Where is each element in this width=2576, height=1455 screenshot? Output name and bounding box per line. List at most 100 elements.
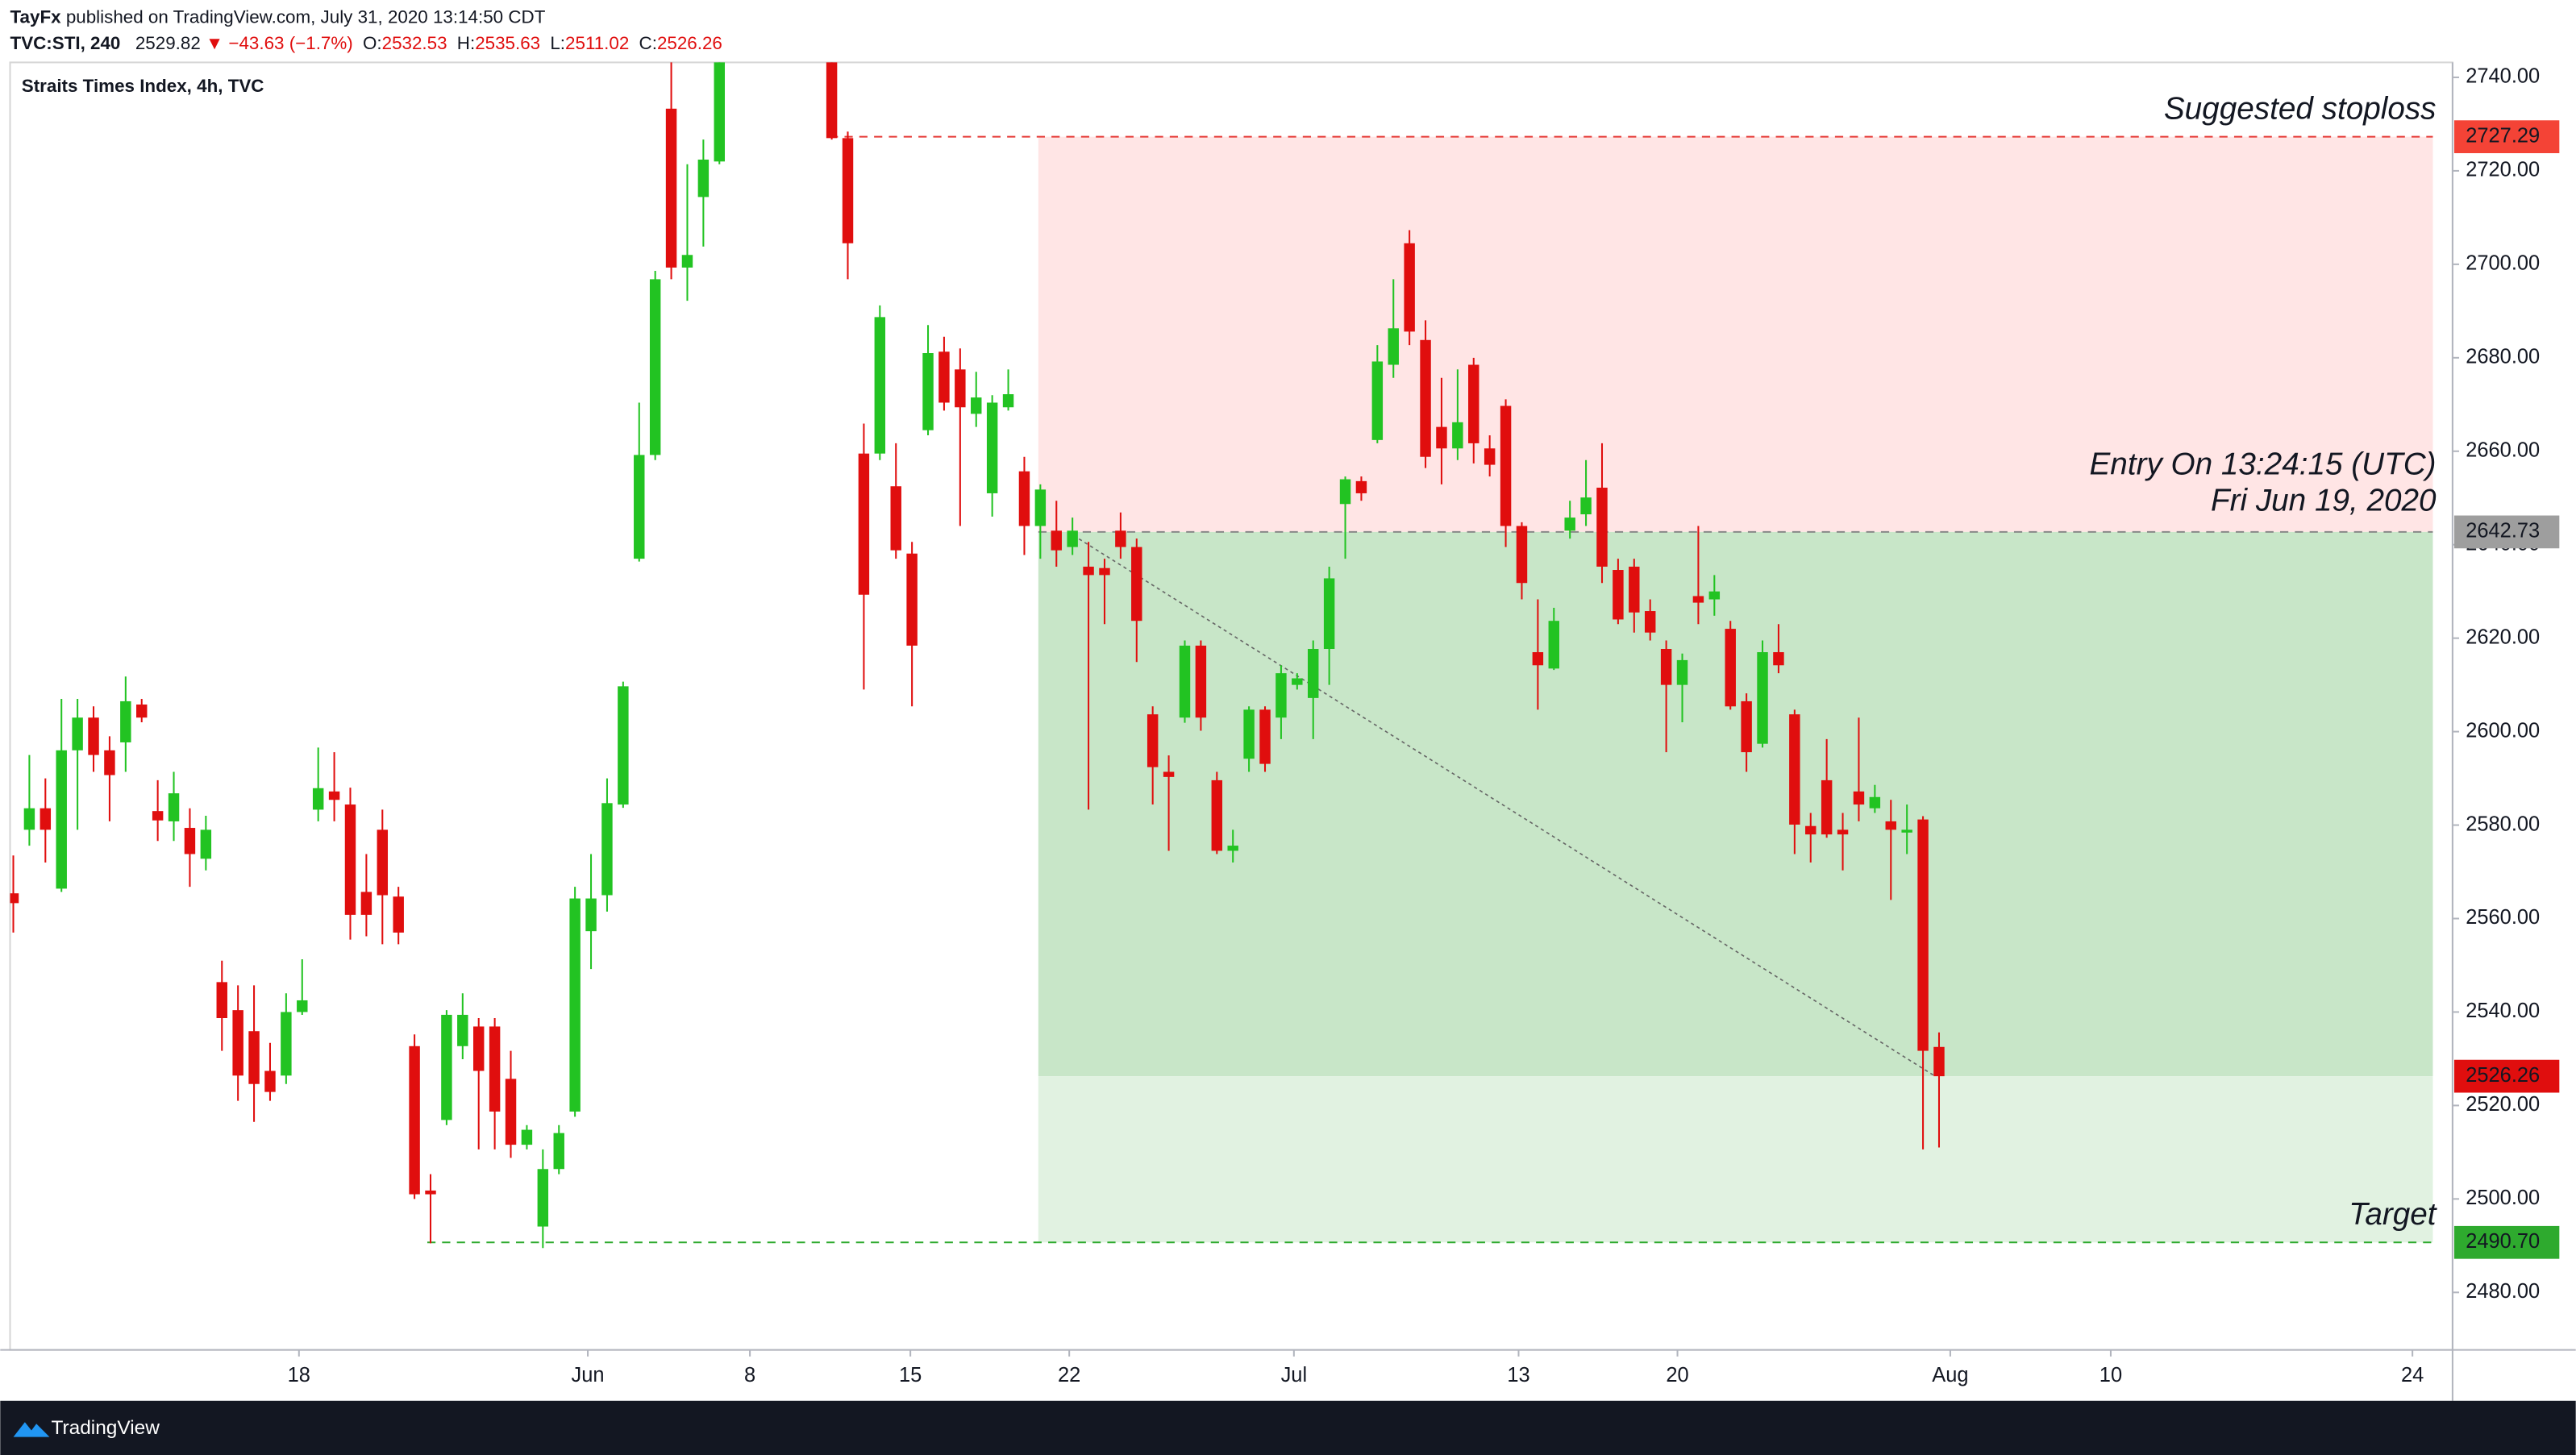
x-tick-label: Jul xyxy=(1281,1364,1308,1386)
candle-body xyxy=(1757,652,1768,744)
candle-body xyxy=(1099,567,1110,576)
candle-body xyxy=(184,828,196,854)
chart-title: Straits Times Index, 4h, TVC xyxy=(22,76,264,96)
candle-body xyxy=(1034,489,1047,526)
stoploss-tag xyxy=(2453,120,2560,154)
last-price-tag xyxy=(2453,1059,2560,1093)
candle-body xyxy=(1644,611,1656,633)
target-zone xyxy=(1038,1076,2433,1243)
candle-body xyxy=(1436,426,1447,449)
candle-body xyxy=(328,791,340,800)
brand: TradingView xyxy=(51,1417,160,1439)
quote-key: O: xyxy=(363,33,382,53)
candle-body xyxy=(890,486,901,551)
candle-body xyxy=(1901,829,1912,833)
candle-body xyxy=(168,793,180,821)
candle-body xyxy=(441,1014,452,1120)
candle-body xyxy=(585,898,597,932)
candle-body xyxy=(360,892,372,915)
candle-body xyxy=(1564,518,1575,531)
symbol: TVC:STI, 240 xyxy=(10,33,121,53)
x-tick-label: 22 xyxy=(1058,1364,1080,1386)
stoploss-tag-label: 2727.29 xyxy=(2466,124,2540,147)
y-tick-label: 2680.00 xyxy=(2466,346,2540,368)
candle-body xyxy=(1308,648,1319,698)
candle-body xyxy=(1420,339,1431,457)
candle-body xyxy=(1789,714,1800,825)
candle-body xyxy=(281,1012,292,1076)
candle-body xyxy=(1276,673,1287,718)
entry-tag xyxy=(2453,515,2560,549)
candle-body xyxy=(649,279,661,455)
target-tag-label: 2490.70 xyxy=(2466,1230,2540,1253)
stop-zone xyxy=(1038,136,2433,532)
candle-body xyxy=(1163,771,1175,777)
candle-body xyxy=(681,255,693,268)
candle-body xyxy=(601,803,613,896)
candle-body xyxy=(457,1014,468,1046)
x-tick-label: 13 xyxy=(1507,1364,1529,1386)
candle-body xyxy=(521,1129,533,1145)
candle-body xyxy=(1596,487,1608,567)
x-tick-label: Jun xyxy=(572,1364,605,1386)
y-tick-label: 2740.00 xyxy=(2466,65,2540,88)
logo xyxy=(13,1422,50,1437)
candle-body xyxy=(1018,471,1030,526)
x-tick-label: 20 xyxy=(1666,1364,1688,1386)
candle-body xyxy=(1613,570,1624,620)
candle-body xyxy=(618,686,629,805)
candle-body xyxy=(569,898,581,1112)
change: ▼ −43.63 (−1.7%) xyxy=(206,33,353,53)
candle-body xyxy=(1484,448,1496,465)
price: 2529.82 xyxy=(135,33,201,53)
candle-body xyxy=(1660,648,1672,685)
x-tick-label: Aug xyxy=(1932,1364,1968,1386)
quote-value: 2511.02 xyxy=(565,33,629,53)
candle-body xyxy=(1629,566,1640,613)
candle-body xyxy=(409,1046,420,1195)
footer xyxy=(0,1400,2576,1455)
target-tag xyxy=(2453,1225,2560,1259)
stoploss-label: Suggested stoploss xyxy=(2164,91,2437,126)
candle-body xyxy=(1211,779,1223,851)
candle-body xyxy=(1371,361,1384,440)
candle-body xyxy=(72,717,83,750)
candle-body xyxy=(1179,645,1191,718)
candle-body xyxy=(1853,791,1865,805)
candle-body xyxy=(1532,652,1544,666)
x-tick-label: 10 xyxy=(2100,1364,2122,1386)
candle-body xyxy=(1404,243,1415,332)
candle-body xyxy=(1227,846,1238,851)
candle-body xyxy=(1452,422,1463,449)
candle-body xyxy=(1115,530,1126,547)
candle-body xyxy=(938,351,950,403)
y-tick-label: 2540.00 xyxy=(2466,1000,2540,1022)
candle-body xyxy=(425,1190,436,1195)
axes: 2740.002720.002700.002680.002660.002640.… xyxy=(288,65,2560,1386)
candle-body xyxy=(971,397,982,414)
candle-body xyxy=(104,750,115,775)
x-tick-label: 24 xyxy=(2401,1364,2424,1386)
candle-body xyxy=(874,317,886,454)
candle-body xyxy=(40,808,52,830)
candle-body xyxy=(1147,714,1159,767)
candle-body xyxy=(922,353,934,430)
candle-body xyxy=(1837,829,1849,835)
candle-body xyxy=(1339,479,1351,505)
quote-value: 2526.26 xyxy=(657,33,722,53)
candle-body xyxy=(553,1133,564,1170)
candle-body xyxy=(955,369,966,408)
candle-body xyxy=(393,896,404,933)
candle-body xyxy=(136,704,148,718)
candle-body xyxy=(472,1026,485,1071)
candle-body xyxy=(489,1026,501,1112)
candle-body xyxy=(1548,621,1560,669)
candle-body xyxy=(1773,652,1784,666)
candle-body xyxy=(1692,596,1704,603)
y-tick-label: 2720.00 xyxy=(2466,159,2540,181)
y-tick-label: 2560.00 xyxy=(2466,906,2540,929)
candle-body xyxy=(505,1079,517,1145)
candle-body xyxy=(1355,480,1367,493)
